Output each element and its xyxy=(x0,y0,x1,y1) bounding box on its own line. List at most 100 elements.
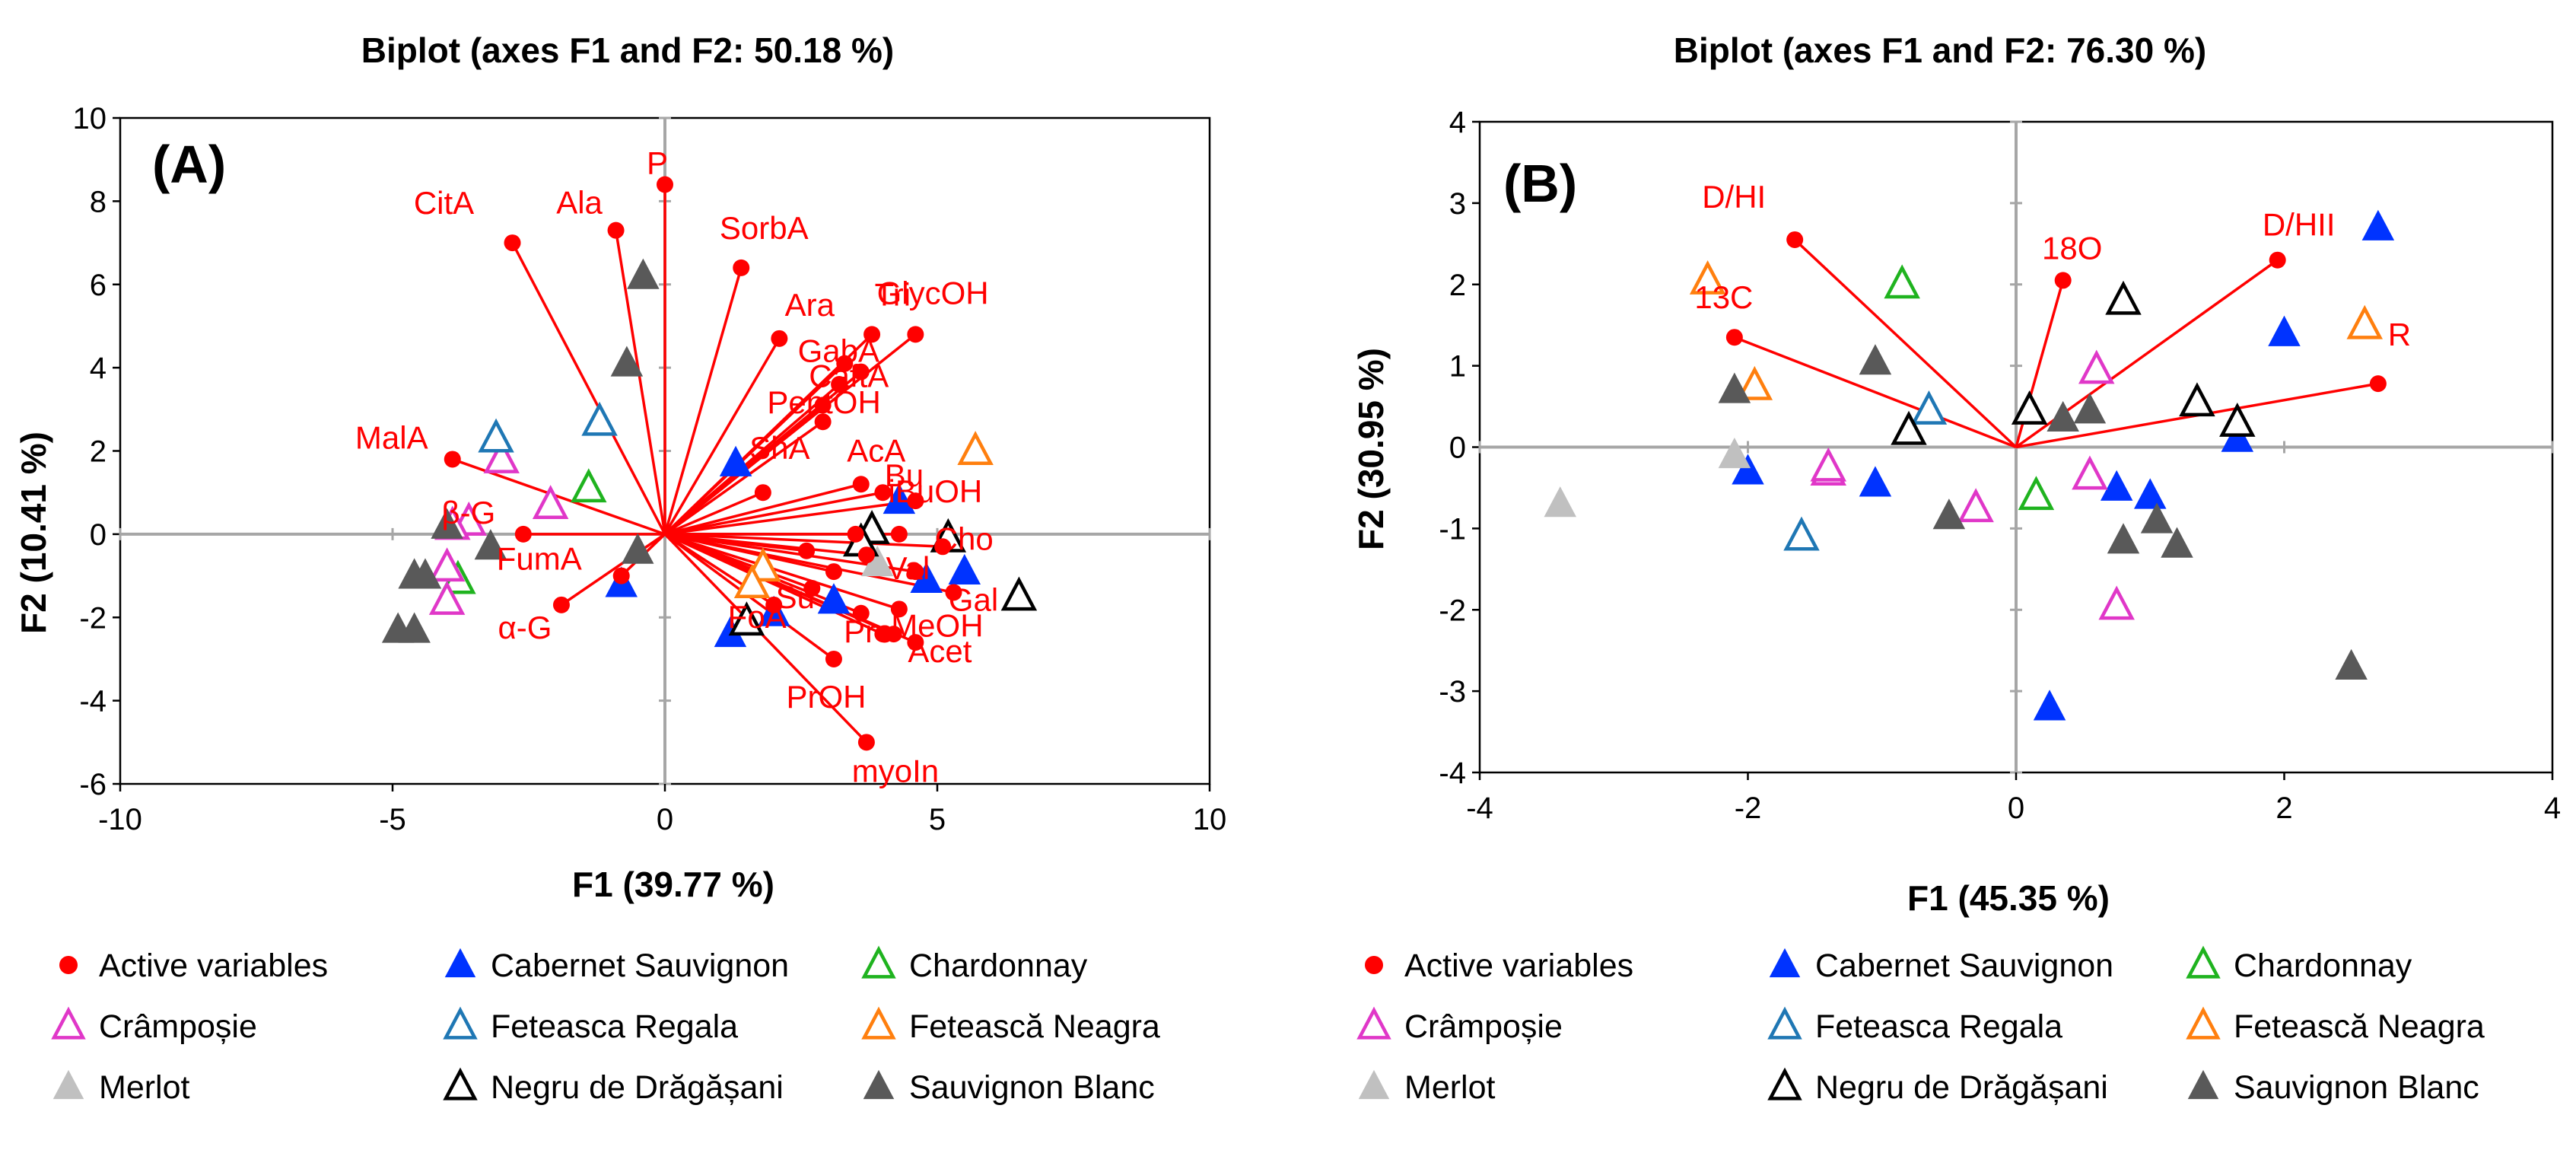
panel-a-variable-label: Tri xyxy=(875,276,911,312)
panel-a-variable-point xyxy=(907,326,924,343)
panel-a-variable-point xyxy=(907,634,924,651)
panel-a-variable-point xyxy=(754,484,771,502)
panel-a-variable-label: Ara xyxy=(785,287,835,323)
panel-a-loading-vector xyxy=(664,499,916,536)
legend-marker-feteasca-regala xyxy=(443,1006,478,1040)
panel-b-y-tick-label: 0 xyxy=(1449,432,1466,465)
panel-a-x-axis-label: F1 (39.77 %) xyxy=(572,865,774,904)
panel-a-variable-point xyxy=(514,525,532,543)
panel-a-variable-point xyxy=(733,259,750,276)
panel-a-variable-label: β-G xyxy=(441,495,495,530)
observation-sauvignon-blanc xyxy=(1859,344,1892,375)
panel-a-variable-point xyxy=(771,330,788,347)
panel-a-variable-label: Ala xyxy=(556,185,603,221)
legend-label-negru-de-dra-ga-s-ani: Negru de Drăgășani xyxy=(491,1069,784,1106)
panel-a-variable-point xyxy=(857,546,875,564)
panel-a-loading-vector xyxy=(664,533,917,644)
observation-merlot xyxy=(1544,486,1576,518)
panel-b-y-tick-label: -4 xyxy=(1439,756,1466,790)
panel-a-variable-point xyxy=(552,596,570,613)
panel-a-variable-label: Gal xyxy=(949,581,998,617)
observation-cabernet-sauvignon xyxy=(1732,454,1764,485)
panel-a-variable-point xyxy=(852,476,870,493)
panel-a-variable-label: Cho xyxy=(935,521,994,556)
panel-b-loading-vector xyxy=(1793,238,2018,448)
panel-a-loading-vector xyxy=(664,533,900,610)
panel-a-variable-label: CaftA xyxy=(809,358,889,394)
observation-feteasca-regala xyxy=(581,401,618,436)
panel-a-variable-label: MalA xyxy=(355,419,428,455)
panel-a-variable-label: iBuOH xyxy=(889,473,983,509)
panel-b-y-tick-label: -3 xyxy=(1439,675,1466,709)
observation-sauvignon-blanc xyxy=(2073,393,2107,424)
panel-b-variable-point xyxy=(2369,375,2387,393)
legend-marker-chardonnay xyxy=(861,945,896,979)
observation-sauvignon-blanc xyxy=(398,558,431,589)
observation-cabernet-sauvignon xyxy=(2033,690,2066,721)
panel-a-variable-label: MeOH xyxy=(891,607,983,643)
observation-negru-de-dra-ga-s-ani xyxy=(1000,576,1038,611)
panel-b-variable-label: 13C xyxy=(1694,279,1753,315)
observation-negru-de-dra-ga-s-ani xyxy=(2105,280,2142,315)
observation-sauvignon-blanc xyxy=(1932,498,1966,530)
panel-a-variable-label: P xyxy=(647,145,668,181)
panel-a-variable-point xyxy=(825,650,842,667)
observation-feteasca-neagra xyxy=(957,431,994,465)
panel-a-variable-point xyxy=(612,567,630,584)
observation-negru-de-dra-ga-s-ani xyxy=(2179,382,2215,417)
legend-label-cra-mpos-ie: Crâmpoșie xyxy=(1404,1008,1563,1045)
panel-a-biplot: Biplot (axes F1 and F2: 50.18 %) F1 (39.… xyxy=(14,30,1226,904)
panel-a-variable-point xyxy=(836,355,854,372)
legend-label-feteasca-regala: Feteasca Regala xyxy=(1815,1008,2062,1045)
panel-b-legend: Active variables Cabernet Sauvignon Chardo… xyxy=(1356,945,2485,1106)
legend-label-cra-mpos-ie: Crâmpoșie xyxy=(99,1008,257,1045)
panel-a-variable-point xyxy=(890,600,908,618)
panel-a-variable-label: GabA xyxy=(798,333,879,369)
observation-chardonnay xyxy=(571,468,607,503)
legend-marker-merlot xyxy=(52,1069,84,1100)
legend-label-cabernet-sauvignon: Cabernet Sauvignon xyxy=(1815,948,2113,984)
panel-a-variable-point xyxy=(890,525,908,543)
observation-cabernet-sauvignon xyxy=(817,583,851,614)
observation-sauvignon-blanc xyxy=(627,258,660,289)
observation-negru-de-dra-ga-s-ani xyxy=(2011,390,2048,425)
panel-b-y-tick-label: 2 xyxy=(1449,269,1466,302)
panel-a-loading-vector xyxy=(663,337,781,535)
legend-label-sauvignon-blanc: Sauvignon Blanc xyxy=(909,1069,1155,1106)
panel-a-variable-point xyxy=(831,376,848,393)
panel-a-x-tick-label: 5 xyxy=(929,803,946,836)
panel-a-variable-point xyxy=(863,326,881,343)
observation-feteasca-neagra xyxy=(733,564,771,598)
panel-a-variable-label: myoIn xyxy=(852,753,939,788)
panel-a-loading-vector xyxy=(664,533,954,594)
panel-a-letter: (A) xyxy=(152,135,226,194)
panel-b-y-tick-label: -1 xyxy=(1439,512,1466,546)
observation-feteasca-regala xyxy=(1783,516,1820,551)
legend-marker-negru-de-dra-ga-s-ani xyxy=(1767,1067,1802,1100)
panel-a-variable-point xyxy=(934,538,952,556)
observation-cra-mpos-ie xyxy=(2078,349,2115,384)
panel-a-variable-point xyxy=(765,596,783,613)
observation-cra-mpos-ie xyxy=(483,439,520,473)
panel-a-loading-vector xyxy=(664,491,883,536)
panel-a-title: Biplot (axes F1 and F2: 50.18 %) xyxy=(361,30,894,70)
observation-cabernet-sauvignon xyxy=(2100,470,2133,501)
panel-a-variable-point xyxy=(945,584,962,601)
legend-marker-cabernet-sauvignon xyxy=(444,948,476,978)
observation-sauvignon-blanc xyxy=(621,533,654,564)
observation-negru-de-dra-ga-s-ani xyxy=(2219,403,2256,437)
panel-a-variable-label: FoA xyxy=(728,599,787,635)
observation-sauvignon-blanc xyxy=(2046,400,2079,432)
observation-feteasca-regala xyxy=(478,418,514,453)
panel-b-variable-point xyxy=(1725,329,1743,346)
legend-label-feteasca-neagra: Fetească Neagra xyxy=(909,1008,1160,1045)
observation-sauvignon-blanc xyxy=(2161,527,2193,558)
observation-sauvignon-blanc xyxy=(610,346,644,377)
panel-a-variable-point xyxy=(814,413,832,431)
panel-a-variable-label: PrOH xyxy=(786,679,866,715)
panel-b-y-tick-label: 4 xyxy=(1449,106,1466,139)
observation-cra-mpos-ie xyxy=(1957,488,1994,523)
panel-b-title: Biplot (axes F1 and F2: 76.30 %) xyxy=(1674,30,2206,70)
panel-a-variable-label: ShA xyxy=(749,430,809,466)
panel-a-variable-label: AcA xyxy=(847,432,905,468)
